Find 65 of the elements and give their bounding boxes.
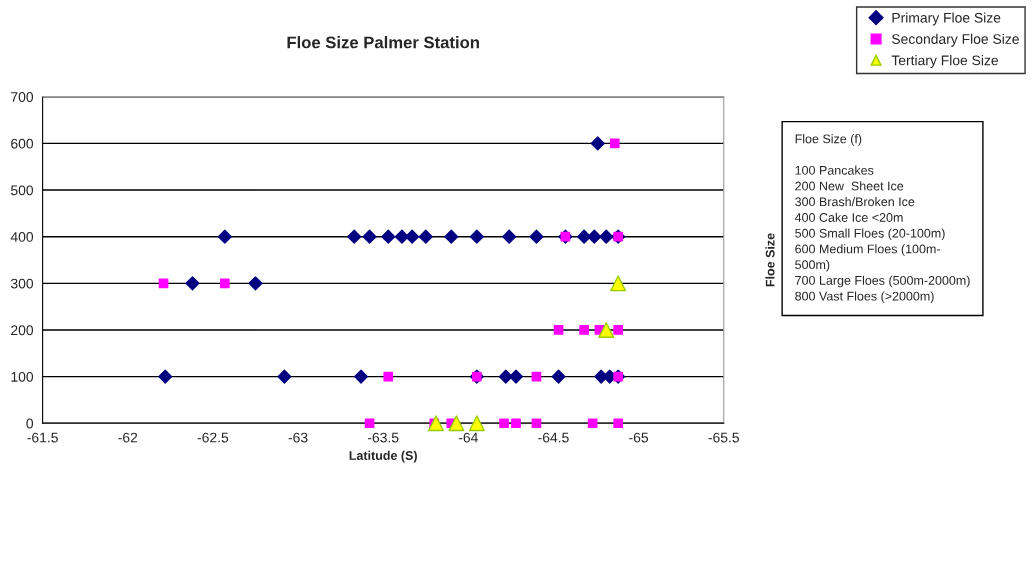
point [502,229,517,244]
point [610,275,627,292]
y-tick-label: 100 [11,371,34,382]
point [158,278,169,289]
point [508,369,524,384]
legend-label: Tertiary Floe Size [891,55,999,69]
point [394,229,409,244]
y-tick-label: 300 [10,278,34,289]
x-tick-label: -62 [118,432,138,443]
legend-label: Primary Floe Size [892,12,1001,26]
y-tick-label: 500 [10,185,34,196]
legend-label: Secondary Floe Size [891,33,1019,47]
y-tick-label: 600 [11,138,34,149]
point [577,229,592,244]
y-tick-label: 0 [26,418,34,429]
point [248,276,263,291]
point [590,136,605,151]
y-tick-label: 700 [11,92,34,102]
x-tick-label: -64.5 [538,432,569,443]
point [353,369,369,384]
point [448,415,465,432]
point [587,418,598,429]
point [444,229,459,244]
point [219,278,230,289]
point [551,369,566,384]
point [362,229,377,244]
x-tick-label: -61.5 [27,432,58,443]
point [598,321,615,338]
point [364,418,375,429]
point [609,138,620,149]
point [405,229,420,244]
point [418,229,433,244]
point [381,229,396,244]
text: Floe Size (f) 100 Pancakes 200 New Sheet Ice 300 Brash/Broken Ice 400 Cake Ice <20m 500 Small Floes (20-100m) 600 Medium Floes (100m- 500m) 700 Large Floes (500m-2000m) 800 Vast Floes (>2000m) [794,134,970,304]
point [587,229,602,244]
x-tick-label: -63 [288,432,308,443]
point [158,369,173,384]
point [531,418,542,429]
x-axis-title: Latitude (S) [349,450,417,463]
point [468,415,485,432]
point [469,229,484,244]
point [498,369,513,384]
point [499,418,509,429]
point [185,276,200,291]
y-tick-label: 200 [11,325,34,336]
y-tick-label: 400 [10,232,34,242]
point [511,418,521,429]
point [579,325,589,335]
point [347,229,362,244]
point [277,369,292,384]
point [613,418,624,429]
point [529,229,544,244]
x-tick-label: -65 [629,432,649,443]
x-tick-label: -65.5 [708,432,739,443]
point [427,415,444,432]
chart-title: Floe Size Palmer Station [287,36,479,49]
x-tick-label: -63.5 [367,432,399,443]
point [217,229,232,244]
x-tick-label: -64 [458,432,478,443]
point [613,325,624,335]
y-axis-title: Floe Size [765,233,775,287]
point [599,229,614,244]
x-tick-label: -62.5 [197,432,229,443]
point [383,371,394,382]
point [553,325,564,335]
